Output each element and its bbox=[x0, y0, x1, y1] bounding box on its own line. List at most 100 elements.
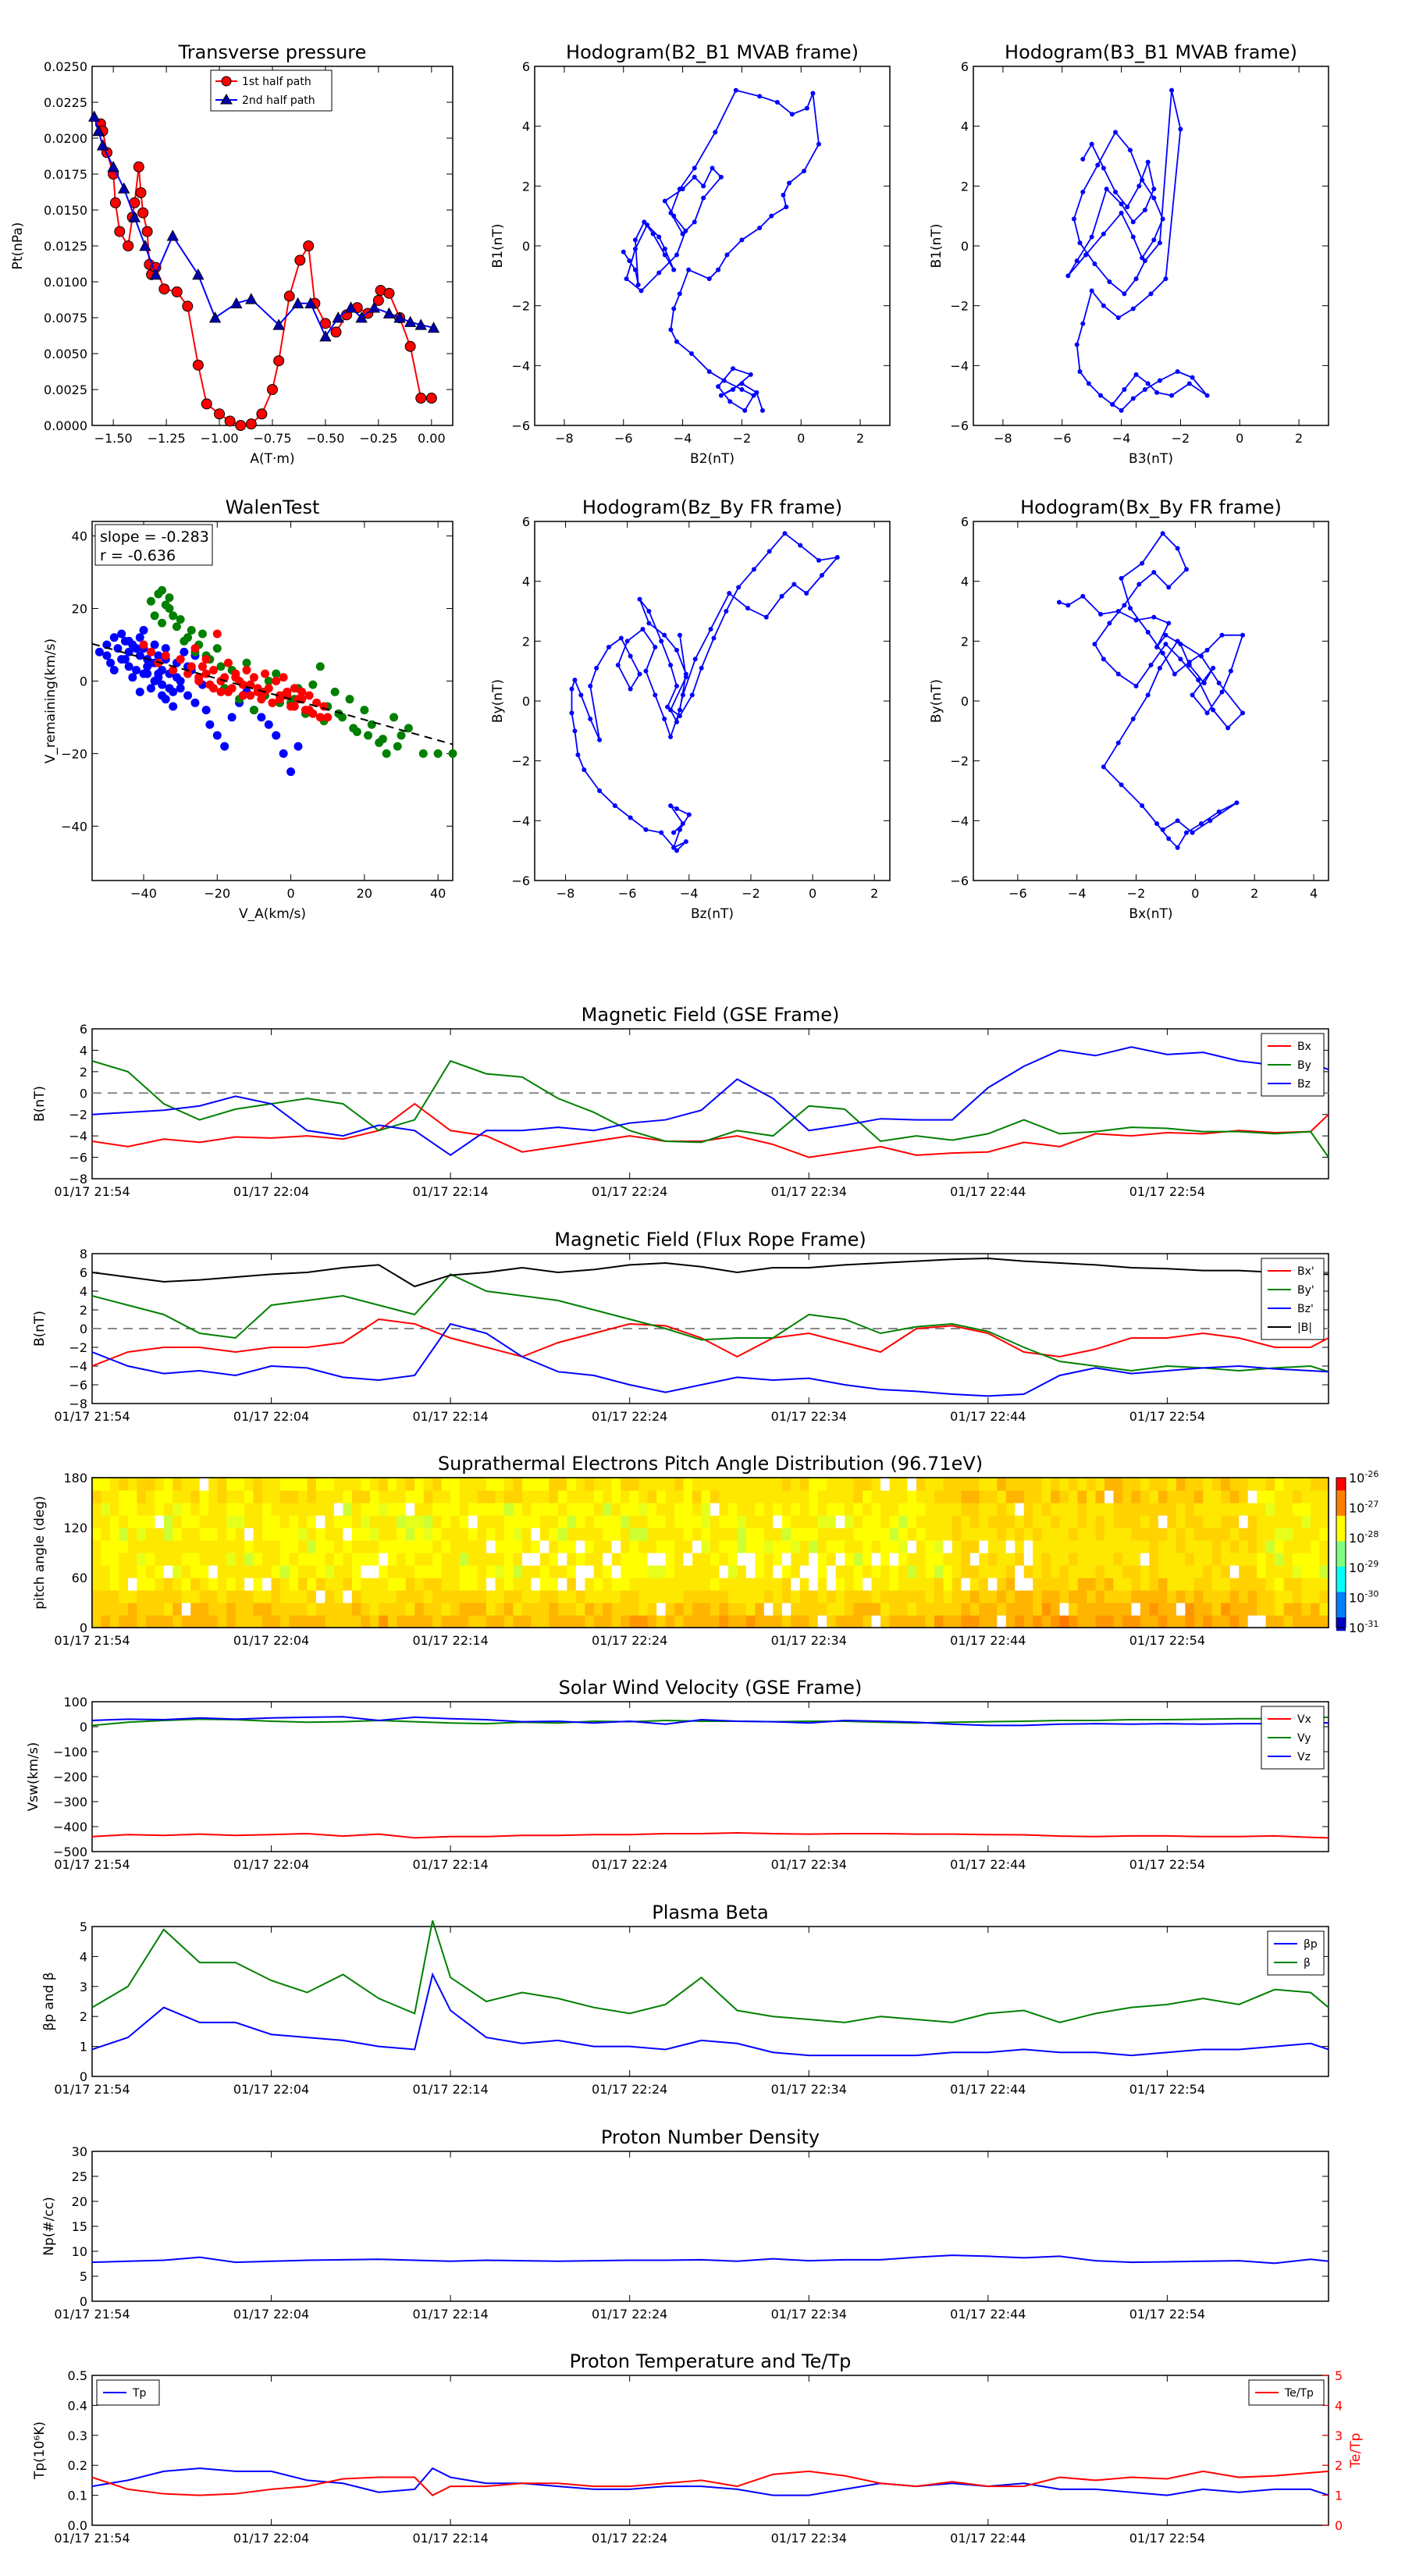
hodogram-b3-b1-chart: −8 −6 −4 −2 0 2 −6 −4 −2 0 2 4 6 Hodogram(B3_B1 MVAB … bbox=[929, 41, 1329, 467]
series-|B| bbox=[91, 1257, 1329, 1288]
point-1st-half bbox=[303, 240, 315, 251]
hodogram-point bbox=[1175, 639, 1180, 644]
series-Te-Tp bbox=[91, 2470, 1329, 2496]
walen-point-red bbox=[238, 691, 247, 700]
y-tick-label: 0.1 bbox=[68, 2489, 87, 2503]
y2-tick-label: 3 bbox=[1335, 2428, 1343, 2443]
hodogram-point bbox=[1166, 585, 1172, 590]
point-2nd-half bbox=[230, 297, 243, 309]
hodogram-point bbox=[597, 788, 603, 793]
plot-frame bbox=[534, 521, 891, 881]
hodogram-point bbox=[1184, 830, 1189, 835]
walen-point-blue bbox=[257, 713, 266, 722]
hodogram-point bbox=[677, 632, 682, 638]
hodogram-point bbox=[1101, 656, 1106, 662]
point-2nd-half bbox=[332, 311, 344, 323]
walen-point-red bbox=[275, 695, 284, 704]
walen-point-red bbox=[176, 655, 185, 664]
walen-point-blue bbox=[143, 669, 152, 678]
y-tick-label: 20 bbox=[72, 602, 87, 617]
point-1st-half bbox=[141, 226, 153, 237]
walen-point-green bbox=[364, 731, 373, 740]
hodogram-point bbox=[804, 105, 809, 111]
x-tick-label: −8 bbox=[994, 431, 1012, 446]
hodogram-point bbox=[757, 226, 763, 230]
plot-frame bbox=[91, 521, 454, 881]
y-tick-label: −4 bbox=[950, 813, 969, 828]
legend: Bx By Bz bbox=[1261, 1033, 1325, 1097]
walen-point-green bbox=[418, 749, 428, 758]
point-2nd-half bbox=[245, 293, 258, 304]
time-tick-label: 01/17 22:34 bbox=[771, 2307, 847, 2322]
walen-point-blue bbox=[165, 684, 174, 693]
hodogram-point bbox=[662, 632, 667, 638]
walen-point-blue bbox=[227, 713, 237, 722]
hodogram-point bbox=[646, 609, 652, 614]
hodogram-point bbox=[1172, 671, 1177, 677]
y-tick-label: 2 bbox=[522, 179, 530, 194]
time-tick-label: 01/17 22:54 bbox=[1129, 2082, 1205, 2097]
walen-point-green bbox=[158, 585, 167, 595]
plot-frame bbox=[973, 66, 1329, 426]
hodogram-point bbox=[1115, 740, 1121, 745]
hodogram-point bbox=[640, 627, 646, 632]
hodogram-point bbox=[582, 767, 587, 773]
hodogram-point bbox=[1083, 252, 1089, 258]
hodogram-point bbox=[674, 806, 679, 811]
series-β bbox=[91, 1920, 1329, 2023]
point-1st-half bbox=[133, 161, 144, 173]
hodogram-point bbox=[733, 87, 738, 93]
walen-point-blue bbox=[124, 636, 133, 646]
y2-tick-label: 4 bbox=[1335, 2398, 1343, 2413]
walen-point-blue bbox=[154, 651, 163, 660]
hodogram-point bbox=[1166, 836, 1172, 841]
x-tick-label: −0.50 bbox=[306, 431, 344, 446]
time-tick-label: 01/17 22:14 bbox=[412, 1409, 488, 1424]
walen-point-red bbox=[231, 673, 240, 682]
time-tick-label: 01/17 22:34 bbox=[771, 2531, 847, 2546]
hodogram-point bbox=[632, 237, 638, 243]
time-tick-label: 01/17 22:44 bbox=[950, 2531, 1026, 2546]
walen-point-red bbox=[323, 713, 333, 722]
time-tick-label: 01/17 22:34 bbox=[771, 2082, 847, 2097]
y-tick-label: 5 bbox=[80, 2269, 87, 2284]
hodogram-point bbox=[1145, 692, 1151, 698]
hodogram-point bbox=[1119, 575, 1124, 581]
hodogram-point bbox=[1157, 240, 1162, 246]
y-tick-label: 4 bbox=[80, 1043, 87, 1058]
hodogram-point bbox=[1145, 159, 1151, 165]
hodogram-point bbox=[716, 267, 721, 272]
walen-point-green bbox=[249, 706, 258, 715]
x-tick-label: −1.50 bbox=[94, 431, 133, 446]
y-tick-label: 0.0125 bbox=[44, 239, 87, 254]
hodogram-point bbox=[1140, 177, 1145, 183]
time-tick-label: 01/17 22:04 bbox=[233, 1857, 309, 1872]
hodogram-point bbox=[1130, 396, 1136, 401]
hodogram-point bbox=[1056, 600, 1062, 605]
walen-point-red bbox=[187, 662, 196, 671]
proton-temperature-chart: 0.0 0.1 0.2 0.3 0.4 0.5 01/17 21:54 01/17 22:04… bbox=[32, 2350, 1364, 2546]
x-tick-label: −6 bbox=[618, 886, 637, 901]
walen-point-green bbox=[404, 724, 413, 733]
legend: Tp bbox=[96, 2379, 160, 2406]
x-tick-label: −4 bbox=[1068, 886, 1087, 901]
walen-point-red bbox=[315, 713, 325, 722]
series-Bz' bbox=[91, 1322, 1329, 1397]
hodogram-point bbox=[1151, 237, 1157, 243]
hodogram-point bbox=[699, 665, 704, 671]
walen-point-blue bbox=[272, 731, 281, 740]
hodogram-point bbox=[1190, 692, 1195, 698]
x-tick-label: 0 bbox=[286, 886, 294, 901]
hodogram-point bbox=[1098, 611, 1104, 617]
y-axis-label: pitch angle (deg) bbox=[32, 1496, 48, 1610]
y-tick-label: 25 bbox=[72, 2169, 87, 2184]
hodogram-point bbox=[1077, 369, 1083, 374]
time-tick-label: 01/17 22:14 bbox=[412, 1184, 488, 1199]
hodogram-point bbox=[578, 692, 584, 698]
time-tick-label: 01/17 22:54 bbox=[1129, 1409, 1205, 1424]
time-tick-label: 01/17 22:44 bbox=[950, 1857, 1026, 1872]
y-tick-label: −4 bbox=[69, 1359, 87, 1374]
time-tick-label: 01/17 22:24 bbox=[592, 2531, 667, 2546]
hodogram-point bbox=[754, 390, 759, 395]
hodogram-point bbox=[1169, 87, 1175, 93]
